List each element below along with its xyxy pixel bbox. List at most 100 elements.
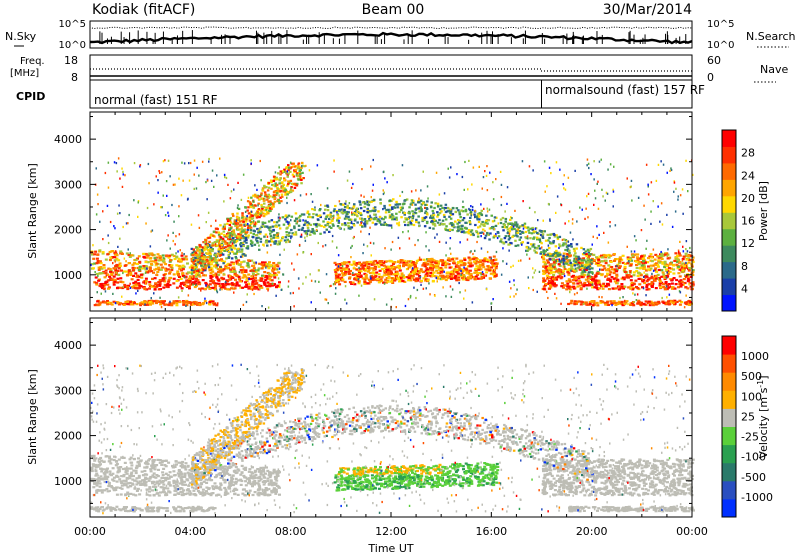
power-cell <box>679 282 683 285</box>
power-cell <box>266 198 269 201</box>
power-cell <box>579 263 581 266</box>
power-cell <box>662 273 666 276</box>
power-cell <box>228 278 231 281</box>
power-cell <box>662 301 666 305</box>
power-cell <box>607 288 611 291</box>
power-cell <box>224 281 227 284</box>
power-cell <box>224 282 228 285</box>
power-cell <box>135 275 139 278</box>
power-cell <box>377 210 380 213</box>
power-cell <box>566 285 570 288</box>
power-cell <box>681 258 685 261</box>
power-cell <box>250 244 254 247</box>
power-cell <box>668 270 672 273</box>
power-cell <box>269 282 273 286</box>
power-cell <box>618 256 622 259</box>
power-cell <box>506 186 509 189</box>
power-cell <box>436 221 440 224</box>
power-cell <box>219 224 222 227</box>
power-cell <box>319 232 322 235</box>
station-title: Kodiak (fitACF) <box>92 2 195 18</box>
noise-left-tick-bottom: 10^0 <box>59 40 86 51</box>
power-cell <box>437 213 440 216</box>
power-cell <box>646 261 650 264</box>
power-cell <box>100 272 104 275</box>
power-cell <box>184 276 188 279</box>
power-cell <box>558 264 562 267</box>
power-cell <box>431 280 435 283</box>
power-cell <box>564 262 567 265</box>
power-cell <box>612 253 616 256</box>
power-cell <box>424 216 428 219</box>
power-cell <box>408 237 411 240</box>
power-cell <box>247 234 250 237</box>
power-cell <box>161 254 165 257</box>
power-cell <box>411 199 413 202</box>
power-cell <box>552 282 556 285</box>
power-cell <box>217 258 220 261</box>
power-cell <box>165 255 169 258</box>
power-cell <box>425 268 429 271</box>
power-cell <box>650 222 652 225</box>
power-cell <box>597 260 601 263</box>
power-cell <box>536 231 539 235</box>
power-cell <box>246 293 248 296</box>
power-cell <box>363 281 367 284</box>
power-cell <box>423 263 427 266</box>
power-cell <box>635 263 638 267</box>
power-cell <box>574 260 578 263</box>
power-cell <box>294 168 298 171</box>
power-cell <box>247 226 250 229</box>
power-cell <box>426 260 430 263</box>
power-cell <box>678 268 682 271</box>
power-cell <box>426 213 429 216</box>
power-cell <box>273 242 276 245</box>
power-cell <box>662 285 666 288</box>
power-cell <box>267 186 271 189</box>
power-cell <box>522 227 525 230</box>
power-cell <box>334 283 336 286</box>
power-cell <box>325 215 329 218</box>
power-cell <box>112 275 116 278</box>
power-cell <box>620 300 624 303</box>
power-cell <box>371 189 374 192</box>
power-cell <box>236 228 240 231</box>
power-cell <box>432 227 435 230</box>
power-cell <box>211 169 214 172</box>
power-cell <box>483 237 487 240</box>
power-cell <box>680 280 684 284</box>
power-cell <box>186 262 189 265</box>
power-cell <box>348 202 351 205</box>
power-cell <box>680 266 684 269</box>
power-cell <box>555 234 558 237</box>
power-cell <box>342 203 345 206</box>
power-cell <box>478 212 481 215</box>
power-cell <box>153 277 157 280</box>
power-cell <box>148 266 152 269</box>
power-cell <box>578 284 582 287</box>
power-cell <box>466 227 468 230</box>
power-cell <box>477 226 480 229</box>
power-cell <box>204 267 207 270</box>
power-cell <box>272 194 276 197</box>
power-cell <box>472 260 476 263</box>
power-cell <box>145 253 149 256</box>
power-cell <box>256 269 260 272</box>
power-cell <box>301 165 303 168</box>
power-cell <box>585 284 589 287</box>
power-cell <box>679 285 683 288</box>
power-cell <box>308 169 311 172</box>
power-cell <box>104 290 107 293</box>
power-cell <box>251 280 255 283</box>
power-cell <box>277 240 280 243</box>
power-cell <box>270 279 274 282</box>
power-cell <box>255 238 257 241</box>
power-cell <box>314 223 318 226</box>
power-cell <box>597 258 601 261</box>
power-cell <box>339 203 342 206</box>
power-cell <box>638 283 642 286</box>
power-cell <box>443 275 447 278</box>
power-cell <box>471 232 475 235</box>
power-cell <box>94 250 98 253</box>
power-cell <box>400 209 403 212</box>
